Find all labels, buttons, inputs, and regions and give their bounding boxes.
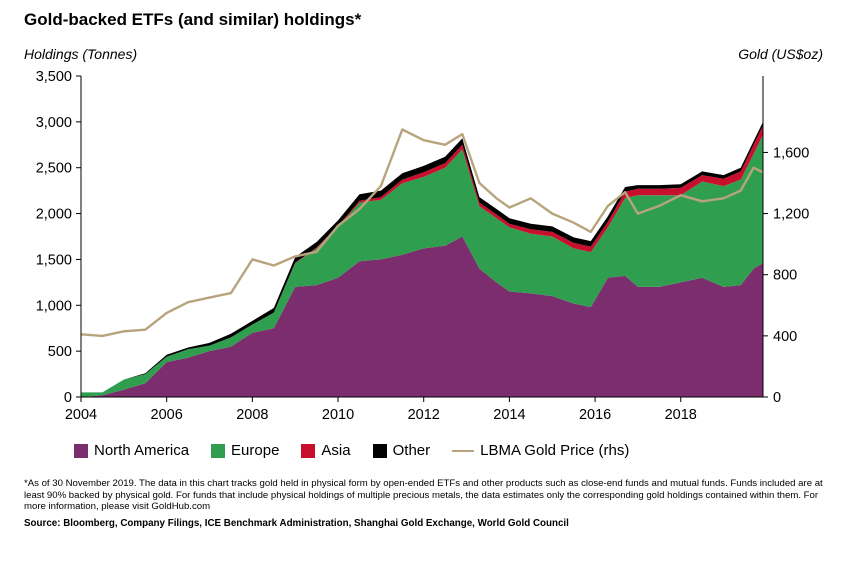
legend-swatch-europe — [211, 443, 226, 458]
legend-label-asia: Asia — [321, 442, 351, 459]
chart-canvas: 0 500 1,000 1,500 2,000 2,500 3,000 3,500 0 400 80… — [36, 69, 810, 423]
y2-tick-label: 800 — [773, 268, 797, 284]
y2-tick-label: 1,200 — [773, 207, 809, 223]
legend-item-north-america: North America — [74, 442, 189, 459]
legend-label-north-america: North America — [94, 442, 190, 459]
y-tick-label: 1,000 — [36, 298, 72, 314]
y2-tick-label: 0 — [773, 390, 781, 406]
legend-label-gold-price: LBMA Gold Price (rhs) — [480, 442, 630, 459]
source-note: Source: Bloomberg, Company Filings, ICE … — [24, 518, 569, 529]
y-tick-label: 2,000 — [36, 207, 72, 223]
line-gold-price — [80, 128, 764, 338]
legend-swatch-asia — [301, 443, 316, 458]
legend-item-other: Other — [372, 442, 431, 459]
legend-swatch-north-america — [74, 443, 88, 458]
y-tick-label: 1,500 — [36, 252, 72, 268]
legend-item-gold-price: LBMA Gold Price (rhs) — [452, 442, 629, 459]
x-tick-label: 2010 — [322, 407, 354, 423]
legend-label-europe: Europe — [231, 442, 280, 459]
area-europe — [81, 134, 763, 397]
chart-legend: North America Europe Asia Other LBMA Gol… — [74, 442, 651, 459]
chart-title: Gold-backed ETFs (and similar) holdings* — [24, 10, 362, 29]
legend-item-europe: Europe — [211, 442, 279, 459]
x-tick-label: 2012 — [408, 407, 440, 423]
y-tick-label: 3,000 — [36, 115, 72, 131]
y2-tick-label: 1,600 — [773, 145, 809, 161]
footnote: *As of 30 November 2019. The data in thi… — [24, 478, 823, 512]
x-tick-label: 2018 — [665, 407, 697, 423]
legend-line-gold-price — [452, 449, 475, 452]
legend-item-asia: Asia — [301, 442, 351, 459]
y-tick-label: 3,500 — [36, 69, 72, 85]
y2-axis-title: Gold (US$oz) — [738, 46, 823, 62]
area-other — [81, 121, 763, 393]
legend-label-other: Other — [392, 442, 431, 459]
y-tick-label: 0 — [64, 390, 72, 406]
y-axis-title: Holdings (Tonnes) — [24, 46, 138, 62]
x-tick-label: 2016 — [579, 407, 611, 423]
y-tick-label: 500 — [48, 344, 72, 360]
legend-swatch-other — [372, 443, 387, 458]
x-tick-label: 2006 — [151, 407, 183, 423]
y-tick-label: 2,500 — [36, 161, 72, 177]
x-tick-label: 2004 — [65, 407, 97, 423]
y2-tick-label: 400 — [773, 329, 797, 345]
x-tick-label: 2014 — [493, 407, 525, 423]
x-tick-label: 2008 — [236, 407, 268, 423]
area-north-america — [81, 236, 763, 397]
